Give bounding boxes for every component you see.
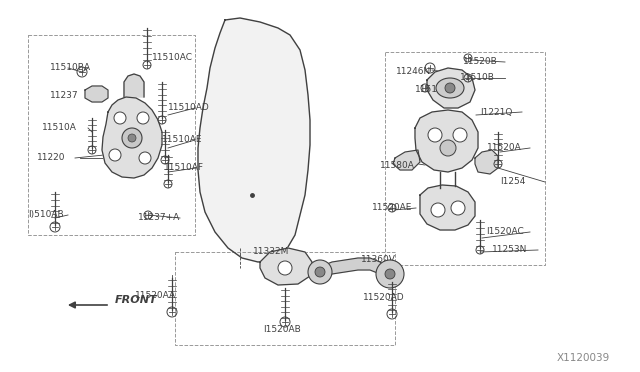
Circle shape xyxy=(139,152,151,164)
Polygon shape xyxy=(260,248,312,285)
Text: I1520AB: I1520AB xyxy=(263,326,301,334)
Text: 11360V: 11360V xyxy=(361,256,396,264)
Text: 11510BA: 11510BA xyxy=(50,64,91,73)
Text: 11510AE: 11510AE xyxy=(162,135,202,144)
Text: I1254: I1254 xyxy=(500,177,525,186)
Polygon shape xyxy=(102,97,162,178)
Text: 11520AE: 11520AE xyxy=(372,203,412,212)
Circle shape xyxy=(278,261,292,275)
Polygon shape xyxy=(322,258,388,280)
Circle shape xyxy=(315,267,325,277)
Text: 11510B: 11510B xyxy=(460,74,495,83)
Text: FRONT: FRONT xyxy=(115,295,157,305)
Circle shape xyxy=(137,112,149,124)
Text: 11580A: 11580A xyxy=(380,160,415,170)
Circle shape xyxy=(376,260,404,288)
Circle shape xyxy=(451,201,465,215)
Circle shape xyxy=(428,128,442,142)
Circle shape xyxy=(445,83,455,93)
Polygon shape xyxy=(85,86,108,102)
Text: 11510B: 11510B xyxy=(415,86,450,94)
Polygon shape xyxy=(475,150,498,174)
Ellipse shape xyxy=(436,78,464,98)
Circle shape xyxy=(128,134,136,142)
Polygon shape xyxy=(124,74,144,97)
Polygon shape xyxy=(420,185,475,230)
Circle shape xyxy=(109,149,121,161)
Text: 11520AA: 11520AA xyxy=(135,291,176,299)
Circle shape xyxy=(440,140,456,156)
Circle shape xyxy=(122,128,142,148)
Text: I1221Q: I1221Q xyxy=(480,108,513,116)
Text: 11510A: 11510A xyxy=(42,124,77,132)
Circle shape xyxy=(385,269,395,279)
Text: 11246N: 11246N xyxy=(396,67,431,77)
Circle shape xyxy=(431,203,445,217)
Circle shape xyxy=(453,128,467,142)
Text: 11510AD: 11510AD xyxy=(168,103,210,112)
Text: 11220: 11220 xyxy=(37,154,65,163)
Polygon shape xyxy=(427,68,475,108)
Circle shape xyxy=(114,112,126,124)
Text: 11237+A: 11237+A xyxy=(138,214,180,222)
Text: 11237: 11237 xyxy=(50,90,79,99)
Text: I1520AC: I1520AC xyxy=(486,228,524,237)
Polygon shape xyxy=(415,110,478,172)
Text: 11253N: 11253N xyxy=(492,246,527,254)
Text: 11520A: 11520A xyxy=(487,144,522,153)
Text: 11510AC: 11510AC xyxy=(152,52,193,61)
Text: I)510AB: I)510AB xyxy=(28,211,63,219)
Text: 11520AD: 11520AD xyxy=(363,294,404,302)
Text: X1120039: X1120039 xyxy=(557,353,610,363)
Circle shape xyxy=(308,260,332,284)
Text: 11332M: 11332M xyxy=(253,247,289,257)
Text: 11510AF: 11510AF xyxy=(164,164,204,173)
Polygon shape xyxy=(198,18,310,262)
Polygon shape xyxy=(393,150,420,170)
Text: 11520B: 11520B xyxy=(463,58,498,67)
